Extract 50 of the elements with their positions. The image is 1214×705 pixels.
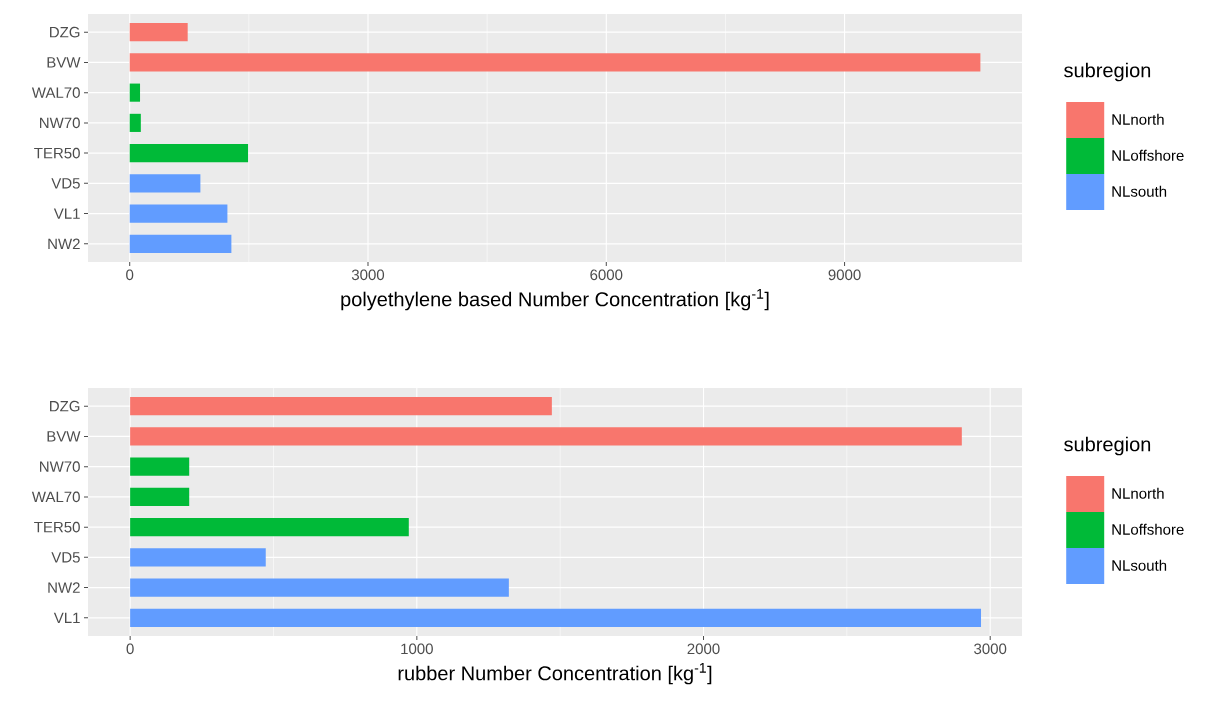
legend-title: subregion — [1064, 62, 1151, 82]
y-tick-label: NW2 — [48, 238, 80, 250]
y-tick-label: BVW — [47, 431, 81, 442]
x-tick-label: 0 — [126, 269, 134, 281]
y-tick-label: VL1 — [53, 208, 80, 219]
bar — [130, 518, 409, 537]
y-tick-label: NW70 — [40, 461, 80, 472]
bar — [129, 174, 201, 193]
legend-label: NLnorth — [1112, 113, 1164, 125]
bar — [129, 113, 141, 132]
bar — [129, 23, 188, 42]
y-tick-label: NW2 — [48, 582, 80, 593]
y-tick-label: TER50 — [34, 521, 80, 533]
y-tick-label: TER50 — [34, 147, 80, 159]
x-axis-title: polyethylene based Number Concentration [kg$^{-1}$] — [341, 289, 769, 311]
bar — [130, 457, 190, 476]
y-tick-label: WAL70 — [31, 491, 80, 503]
bar — [130, 578, 509, 597]
y-tick-label: NW70 — [40, 117, 80, 129]
x-tick-label: 9000 — [828, 269, 861, 281]
x-tick-label: 1000 — [401, 643, 433, 655]
bar — [129, 234, 232, 253]
y-tick-label: DZG — [50, 26, 80, 38]
text: NLoffshore — [1112, 523, 1184, 535]
bar — [129, 53, 981, 72]
legend-label: NLoffshore — [1112, 149, 1184, 161]
y-tick-label: WAL70 — [31, 87, 80, 98]
legend-title: subregion — [1064, 436, 1151, 456]
x-tick-label: 6000 — [590, 269, 623, 281]
bar — [129, 144, 249, 163]
y-tick-label: DZG — [50, 400, 80, 412]
x-tick-label: 3000 — [351, 269, 385, 281]
legend-label: NLsouth — [1112, 559, 1167, 571]
x-tick-label: 3000 — [974, 643, 1007, 655]
y-tick-label: VD5 — [51, 178, 80, 189]
y-tick-label: VD5 — [51, 552, 80, 563]
x-tick-label: 2000 — [687, 643, 720, 655]
bar — [130, 397, 552, 416]
bar — [129, 204, 228, 223]
y-tick-label: BVW — [47, 57, 81, 68]
bar — [130, 548, 266, 567]
legend-label: NLsouth — [1112, 185, 1167, 197]
legend-label: NLnorth — [1112, 487, 1164, 499]
bar — [130, 427, 962, 446]
x-tick-label: 0 — [126, 643, 134, 655]
bar — [129, 83, 141, 102]
bar — [130, 487, 190, 506]
x-axis-title: rubber Number Concentration [kg$^{-1}$] — [398, 663, 712, 685]
y-tick-label: VL1 — [53, 612, 80, 624]
bar — [130, 608, 982, 627]
